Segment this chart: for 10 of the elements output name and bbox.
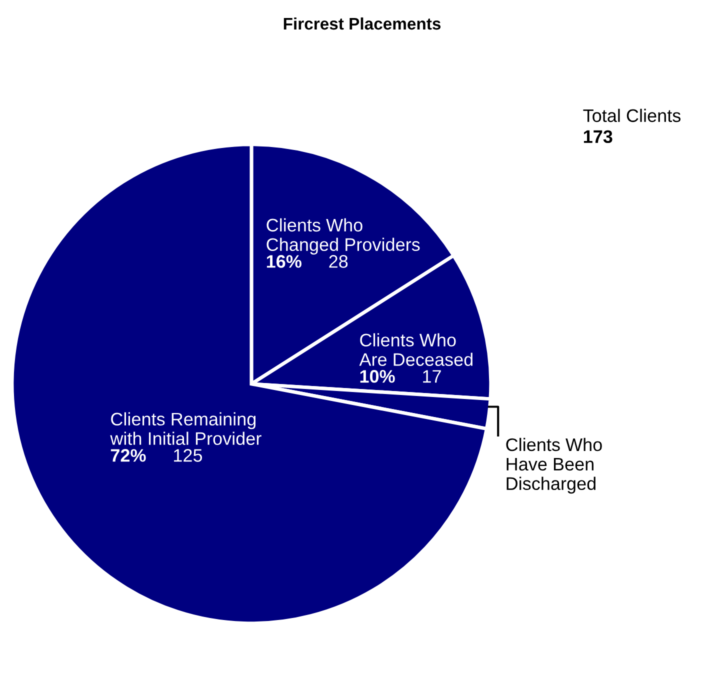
text: Total Clients — [583, 108, 681, 122]
text: 10% 17 — [360, 370, 441, 383]
text: 16% 28 — [266, 255, 348, 268]
text: 72% 125 — [110, 449, 202, 462]
slice-label: Clients Who Changed Providers — [266, 218, 420, 255]
slice-label: Clients Who Have Been Discharged — [506, 438, 602, 494]
slice-label: Clients Remaining with Initial Provider — [110, 412, 262, 445]
chart-title: Fircrest Placements — [284, 17, 441, 30]
slice-label: Clients Who Are Deceased — [359, 333, 472, 366]
text: 173 — [584, 130, 612, 144]
